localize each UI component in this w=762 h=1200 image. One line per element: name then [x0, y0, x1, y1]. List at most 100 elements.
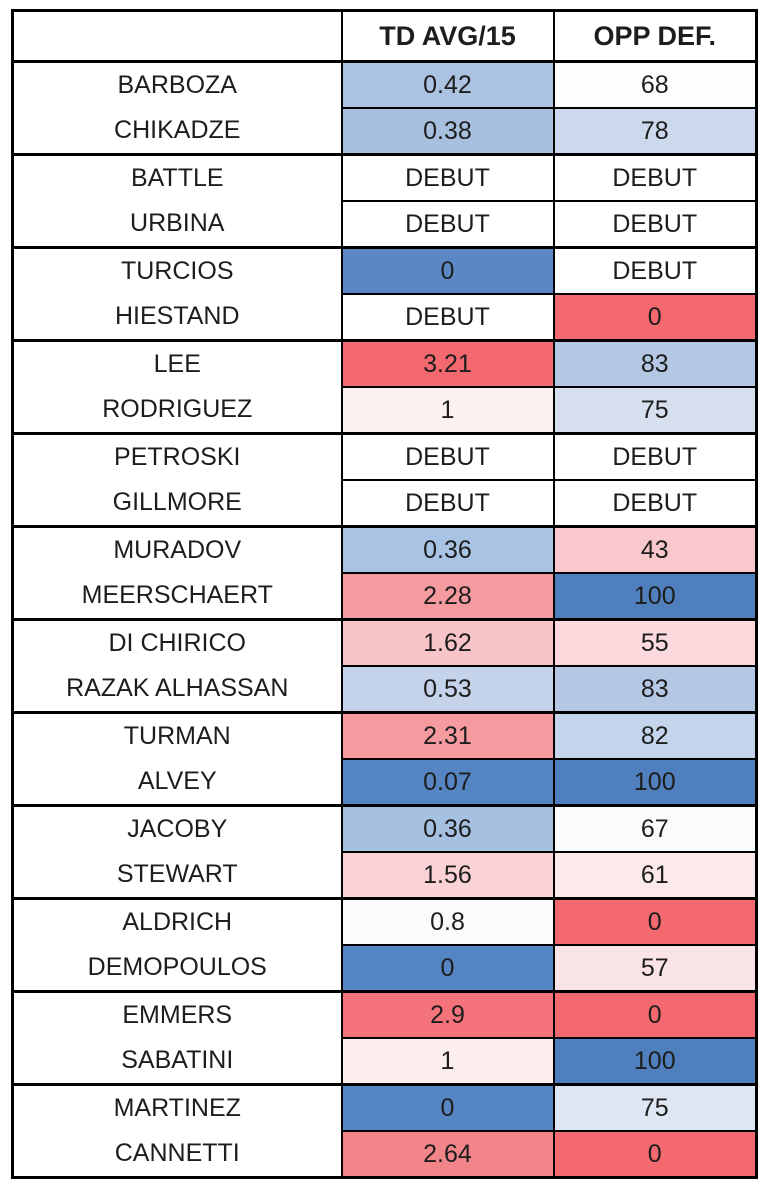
fight-pair: EMMERS 2.9 0 SABATINI 1 100 — [12, 991, 757, 1085]
fighter-name: DEMOPOULOS — [12, 945, 342, 992]
fight-pair: ALDRICH 0.8 0 DEMOPOULOS 0 57 — [12, 898, 757, 992]
td-avg-cell: 2.9 — [340, 991, 554, 1038]
opp-def-cell: 100 — [552, 758, 757, 806]
header-row: TD AVG/15 OPP DEF. — [12, 10, 757, 63]
fighter-row: JACOBY 0.36 67 — [12, 805, 757, 852]
takedown-stats-table: TD AVG/15 OPP DEF. BARBOZA 0.42 68 CHIKADZE… — [11, 9, 758, 1179]
opp-def-cell: 0 — [552, 1130, 757, 1178]
opp-def-cell: DEBUT — [552, 247, 757, 294]
fighter-name: EMMERS — [12, 991, 342, 1038]
fighter-row: DEMOPOULOS 0 57 — [12, 944, 757, 992]
opp-def-cell: 83 — [552, 340, 757, 387]
fighter-row: RAZAK ALHASSAN 0.53 83 — [12, 665, 757, 713]
opp-def-cell: DEBUT — [552, 433, 757, 480]
fighter-name: TURCIOS — [12, 247, 342, 294]
opp-def-cell: 43 — [552, 526, 757, 573]
fighter-row: EMMERS 2.9 0 — [12, 991, 757, 1038]
opp-def-cell: 0 — [552, 991, 757, 1038]
fighter-name: JACOBY — [12, 805, 342, 852]
fighter-row: LEE 3.21 83 — [12, 340, 757, 387]
td-avg-cell: 1 — [340, 1037, 554, 1085]
fighter-row: TURCIOS 0 DEBUT — [12, 247, 757, 294]
fighter-name: GILLMORE — [12, 480, 342, 527]
fighter-name: HIESTAND — [12, 294, 342, 341]
fighter-row: BATTLE DEBUT DEBUT — [12, 154, 757, 201]
fighter-row: ALVEY 0.07 100 — [12, 758, 757, 806]
fighter-name: BATTLE — [12, 154, 342, 201]
td-avg-cell: 0 — [340, 1084, 554, 1131]
fight-pair: JACOBY 0.36 67 STEWART 1.56 61 — [12, 805, 757, 899]
opp-def-cell: 100 — [552, 572, 757, 620]
fighter-row: BARBOZA 0.42 68 — [12, 61, 757, 108]
opp-def-cell: 67 — [552, 805, 757, 852]
td-avg-cell: 3.21 — [340, 340, 554, 387]
fighter-row: SABATINI 1 100 — [12, 1037, 757, 1085]
fight-pair: BARBOZA 0.42 68 CHIKADZE 0.38 78 — [12, 61, 757, 155]
fighter-name: LEE — [12, 340, 342, 387]
fight-pair: LEE 3.21 83 RODRIGUEZ 1 75 — [12, 340, 757, 434]
header-blank-cell — [12, 10, 342, 63]
fighter-name: PETROSKI — [12, 433, 342, 480]
fight-pair: MARTINEZ 0 75 CANNETTI 2.64 0 — [12, 1084, 757, 1178]
fighter-row: PETROSKI DEBUT DEBUT — [12, 433, 757, 480]
td-avg-cell: 0.38 — [340, 107, 554, 155]
fighter-name: RAZAK ALHASSAN — [12, 666, 342, 713]
opp-def-cell: 55 — [552, 619, 757, 666]
td-avg-cell: 0.42 — [340, 61, 554, 108]
fight-pair: DI CHIRICO 1.62 55 RAZAK ALHASSAN 0.53 83 — [12, 619, 757, 713]
fighter-row: GILLMORE DEBUT DEBUT — [12, 479, 757, 527]
opp-def-cell: 75 — [552, 1084, 757, 1131]
td-avg-cell: 0.53 — [340, 665, 554, 713]
td-avg-cell: DEBUT — [340, 154, 554, 201]
fighter-row: CHIKADZE 0.38 78 — [12, 107, 757, 155]
td-avg-cell: 0.8 — [340, 898, 554, 945]
fighter-row: TURMAN 2.31 82 — [12, 712, 757, 759]
fighter-name: ALVEY — [12, 759, 342, 806]
td-avg-cell: 2.28 — [340, 572, 554, 620]
header-opp-def: OPP DEF. — [552, 10, 757, 63]
fighter-name: BARBOZA — [12, 61, 342, 108]
td-avg-cell: 0.36 — [340, 805, 554, 852]
opp-def-cell: 82 — [552, 712, 757, 759]
opp-def-cell: 57 — [552, 944, 757, 992]
td-avg-cell: 0 — [340, 247, 554, 294]
opp-def-cell: 100 — [552, 1037, 757, 1085]
fighter-row: MURADOV 0.36 43 — [12, 526, 757, 573]
fighter-name: DI CHIRICO — [12, 619, 342, 666]
fighter-name: MEERSCHAERT — [12, 573, 342, 620]
fighter-row: DI CHIRICO 1.62 55 — [12, 619, 757, 666]
fighter-row: URBINA DEBUT DEBUT — [12, 200, 757, 248]
td-avg-cell: DEBUT — [340, 479, 554, 527]
fighter-name: CHIKADZE — [12, 108, 342, 155]
fighter-name: URBINA — [12, 201, 342, 248]
td-avg-cell: 1.56 — [340, 851, 554, 899]
td-avg-cell: 0.36 — [340, 526, 554, 573]
fighter-row: MARTINEZ 0 75 — [12, 1084, 757, 1131]
opp-def-cell: 75 — [552, 386, 757, 434]
td-avg-cell: 0.07 — [340, 758, 554, 806]
fighter-name: TURMAN — [12, 712, 342, 759]
fighter-row: MEERSCHAERT 2.28 100 — [12, 572, 757, 620]
fighter-name: ALDRICH — [12, 898, 342, 945]
fight-pair: MURADOV 0.36 43 MEERSCHAERT 2.28 100 — [12, 526, 757, 620]
fighter-row: STEWART 1.56 61 — [12, 851, 757, 899]
td-avg-cell: 0 — [340, 944, 554, 992]
fighter-row: ALDRICH 0.8 0 — [12, 898, 757, 945]
fighter-row: RODRIGUEZ 1 75 — [12, 386, 757, 434]
opp-def-cell: DEBUT — [552, 154, 757, 201]
td-avg-cell: 2.64 — [340, 1130, 554, 1178]
opp-def-cell: 61 — [552, 851, 757, 899]
opp-def-cell: DEBUT — [552, 479, 757, 527]
fighter-name: MURADOV — [12, 526, 342, 573]
header-td-avg: TD AVG/15 — [340, 10, 554, 63]
td-avg-cell: 2.31 — [340, 712, 554, 759]
opp-def-cell: DEBUT — [552, 200, 757, 248]
table-header: TD AVG/15 OPP DEF. — [12, 10, 757, 63]
fighter-name: MARTINEZ — [12, 1084, 342, 1131]
fight-pair: TURMAN 2.31 82 ALVEY 0.07 100 — [12, 712, 757, 806]
fighter-name: STEWART — [12, 852, 342, 899]
fight-pair: BATTLE DEBUT DEBUT URBINA DEBUT DEBUT — [12, 154, 757, 248]
fight-pair: PETROSKI DEBUT DEBUT GILLMORE DEBUT DEBUT — [12, 433, 757, 527]
td-avg-cell: DEBUT — [340, 433, 554, 480]
